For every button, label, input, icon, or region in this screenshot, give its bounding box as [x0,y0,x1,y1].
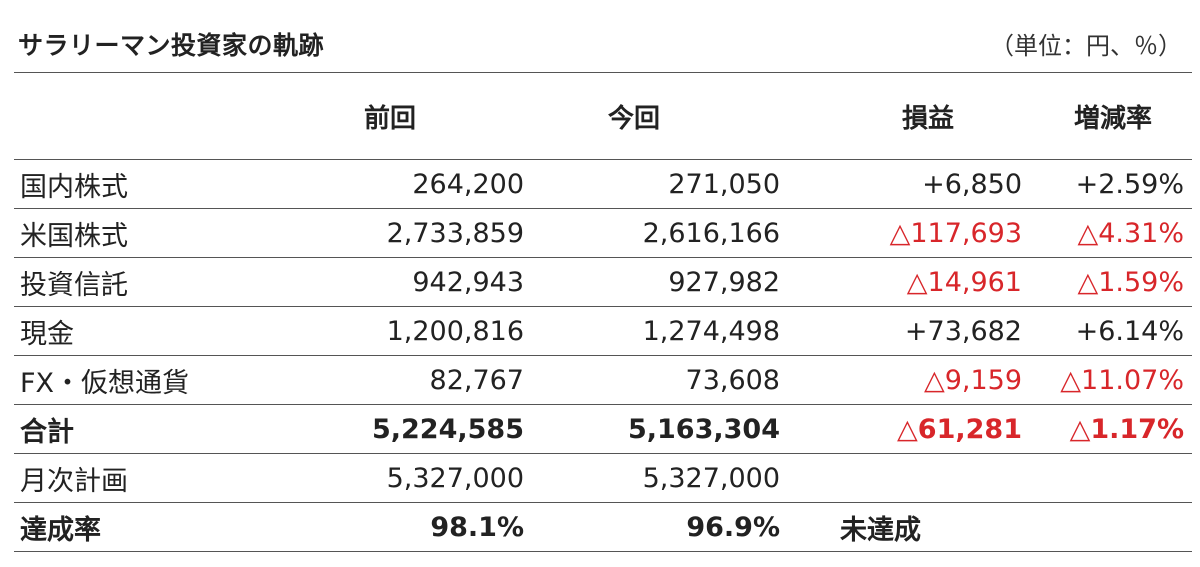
row-current: 1,274,498 [524,306,780,356]
achievement-current: 96.9% [524,502,780,552]
total-label: 合計 [14,404,218,454]
total-change-rate: △1.17% [1030,404,1192,454]
row-label: 投資信託 [14,257,218,307]
row-change-rate: +6.14% [1030,306,1192,356]
achievement-status: 未達成 [780,502,1030,552]
header-current: 今回 [524,73,780,160]
row-profit-loss: +73,682 [780,306,1030,356]
report-header: サラリーマン投資家の軌跡 （単位：円、％） [14,0,1192,73]
unit-note: （単位：円、％） [990,32,1182,60]
row-previous: 1,200,816 [218,306,524,356]
plan-label: 月次計画 [14,453,218,503]
row-change-rate: +2.59% [1030,159,1192,209]
row-previous: 264,200 [218,159,524,209]
row-label: 現金 [14,306,218,356]
plan-current: 5,327,000 [524,453,780,503]
row-previous: 2,733,859 [218,208,524,258]
table-row: 投資信託 942,943 927,982 △14,961 △1.59% [14,257,1192,307]
plan-row: 月次計画 5,327,000 5,327,000 [14,453,1192,503]
row-profit-loss: △9,159 [780,355,1030,405]
plan-change-rate-empty [1030,453,1192,503]
table-row: 国内株式 264,200 271,050 +6,850 +2.59% [14,159,1192,209]
achievement-rate-empty [1030,502,1192,552]
table-row: FX・仮想通貨 82,767 73,608 △9,159 △11.07% [14,355,1192,405]
portfolio-report: サラリーマン投資家の軌跡 （単位：円、％） 前回 今回 損益 増減率 国内株式 … [14,0,1192,567]
row-current: 271,050 [524,159,780,209]
row-change-rate: △4.31% [1030,208,1192,258]
header-previous: 前回 [218,73,524,160]
total-row: 合計 5,224,585 5,163,304 △61,281 △1.17% [14,404,1192,454]
total-previous: 5,224,585 [218,404,524,454]
achievement-row: 達成率 98.1% 96.9% 未達成 [14,502,1192,552]
row-previous: 942,943 [218,257,524,307]
row-profit-loss: △117,693 [780,208,1030,258]
achievement-previous: 98.1% [218,502,524,552]
total-current: 5,163,304 [524,404,780,454]
row-label: FX・仮想通貨 [14,355,218,405]
row-current: 2,616,166 [524,208,780,258]
row-profit-loss: △14,961 [780,257,1030,307]
row-label: 国内株式 [14,159,218,209]
row-label: 米国株式 [14,208,218,258]
table-row: 米国株式 2,733,859 2,616,166 △117,693 △4.31% [14,208,1192,258]
total-profit-loss: △61,281 [780,404,1030,454]
row-current: 927,982 [524,257,780,307]
row-current: 73,608 [524,355,780,405]
report-title: サラリーマン投資家の軌跡 [18,31,325,60]
plan-previous: 5,327,000 [218,453,524,503]
row-change-rate: △1.59% [1030,257,1192,307]
header-label-blank [14,73,218,160]
table-header-row: 前回 今回 損益 増減率 [14,73,1192,160]
portfolio-table: 前回 今回 損益 増減率 国内株式 264,200 271,050 +6,850… [14,73,1192,552]
row-profit-loss: +6,850 [780,159,1030,209]
header-profit-loss: 損益 [780,73,1030,160]
row-change-rate: △11.07% [1030,355,1192,405]
achievement-label: 達成率 [14,502,218,552]
header-change-rate: 増減率 [1030,73,1192,160]
table-row: 現金 1,200,816 1,274,498 +73,682 +6.14% [14,306,1192,356]
plan-profit-loss-empty [780,453,1030,503]
row-previous: 82,767 [218,355,524,405]
